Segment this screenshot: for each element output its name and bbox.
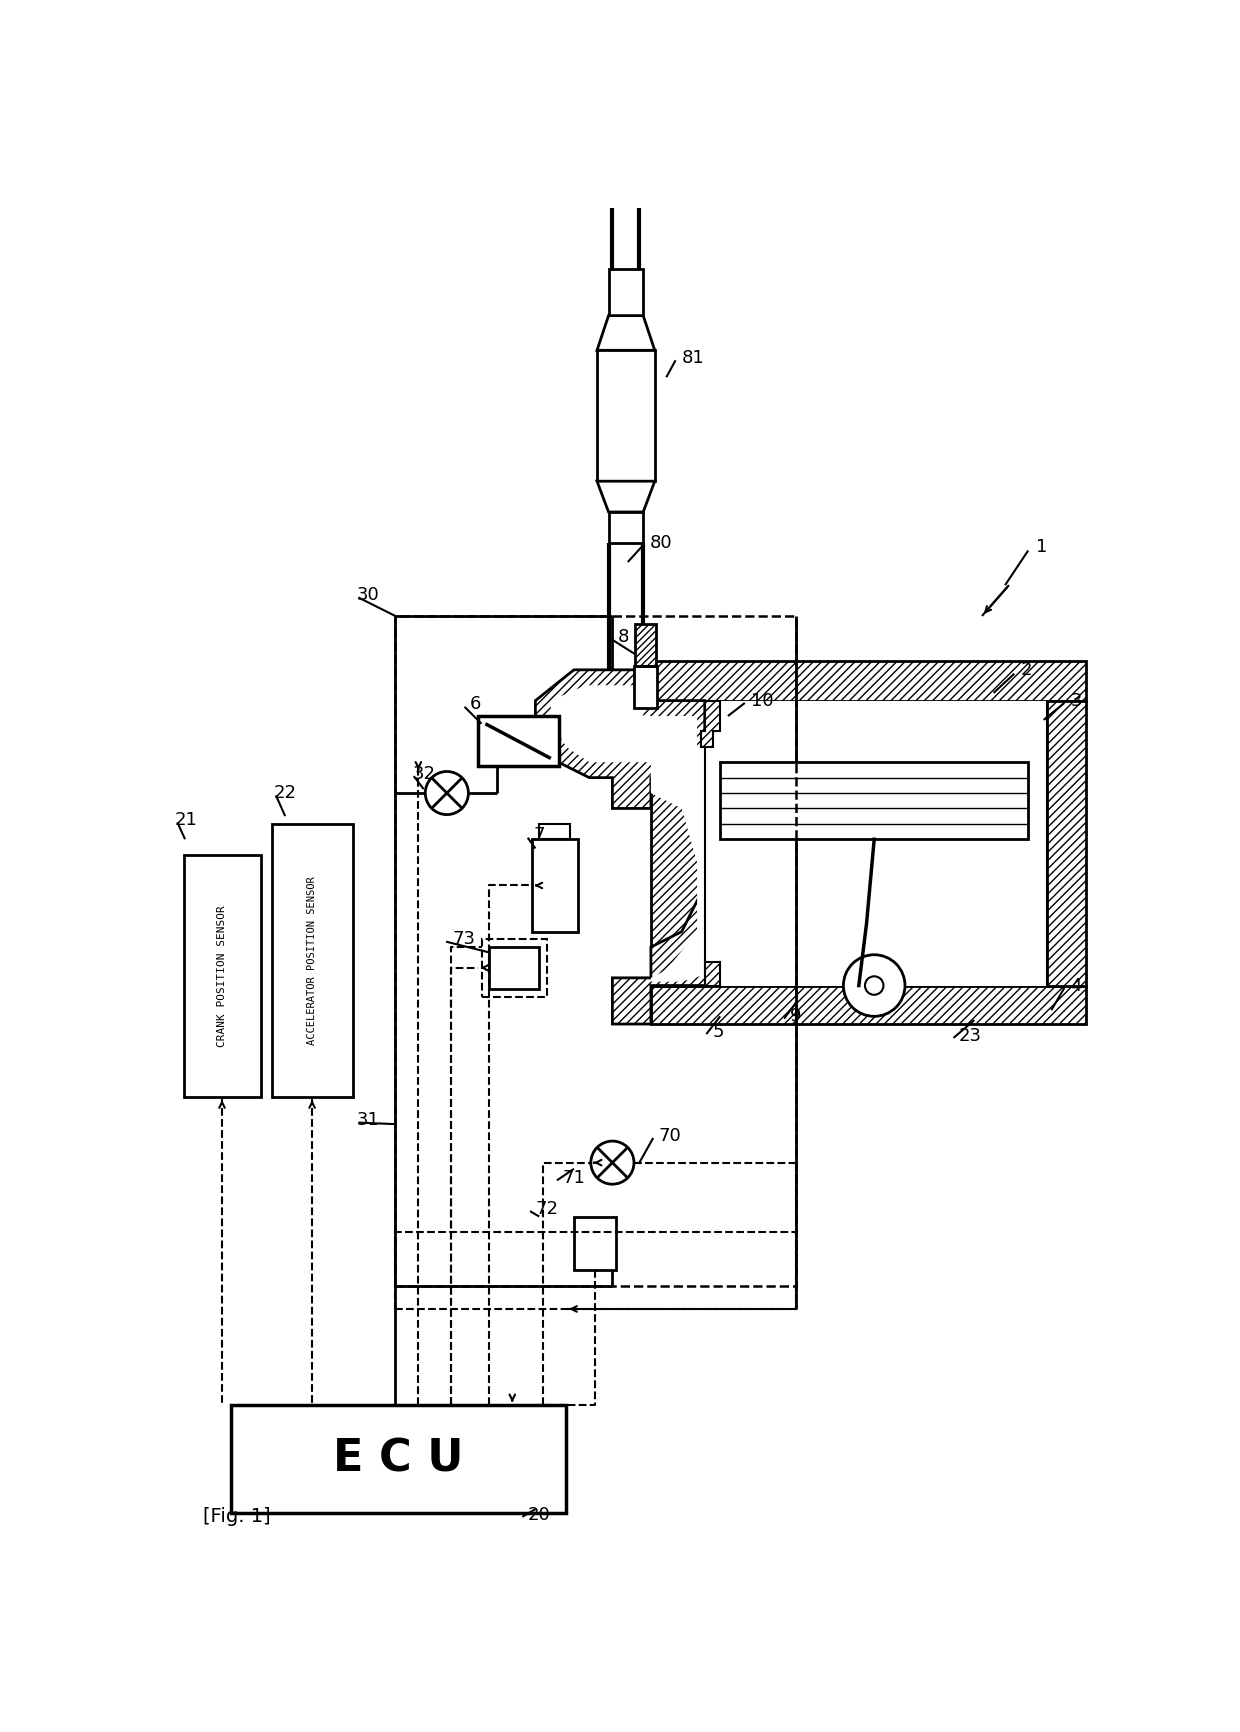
Polygon shape	[704, 701, 1048, 986]
Text: 23: 23	[959, 1027, 982, 1044]
Circle shape	[590, 1141, 634, 1185]
Text: 3: 3	[1070, 691, 1083, 710]
Text: 20: 20	[528, 1507, 551, 1524]
Bar	[634, 667, 657, 708]
Polygon shape	[609, 270, 644, 315]
Text: 7: 7	[534, 826, 546, 845]
Bar	[272, 824, 353, 1096]
Text: 21: 21	[175, 811, 198, 830]
Text: 10: 10	[751, 691, 774, 710]
Text: 1: 1	[1035, 537, 1048, 556]
Polygon shape	[651, 701, 704, 986]
Bar	[184, 854, 260, 1096]
Bar	[532, 840, 578, 932]
Bar	[490, 947, 539, 989]
Text: 72: 72	[536, 1200, 558, 1218]
Text: [Fig. 1]: [Fig. 1]	[203, 1507, 270, 1526]
Polygon shape	[596, 350, 655, 481]
Circle shape	[425, 771, 469, 814]
Polygon shape	[1048, 701, 1086, 986]
Polygon shape	[651, 986, 1086, 1024]
Circle shape	[843, 954, 905, 1017]
Text: 30: 30	[357, 585, 379, 604]
Text: ACCELERATOR POSITION SENSOR: ACCELERATOR POSITION SENSOR	[308, 876, 317, 1044]
Polygon shape	[536, 670, 821, 1024]
Text: 2: 2	[1021, 662, 1032, 679]
Text: 9: 9	[790, 1008, 801, 1025]
Text: 31: 31	[357, 1112, 379, 1129]
Bar	[481, 939, 547, 998]
Polygon shape	[651, 660, 1086, 701]
Text: 80: 80	[650, 533, 672, 553]
Bar	[539, 824, 570, 840]
Bar	[231, 1405, 567, 1514]
Bar	[396, 1231, 796, 1309]
Polygon shape	[704, 963, 720, 986]
Text: 32: 32	[412, 766, 435, 783]
Text: 8: 8	[618, 629, 629, 646]
Bar	[477, 715, 558, 766]
Polygon shape	[701, 701, 720, 746]
Circle shape	[866, 977, 883, 994]
Bar	[574, 1216, 616, 1271]
Polygon shape	[596, 315, 655, 350]
Text: 22: 22	[274, 785, 296, 802]
Text: 4: 4	[1070, 977, 1083, 994]
Bar	[396, 617, 796, 1285]
Text: 73: 73	[453, 930, 475, 949]
Text: CRANK POSITION SENSOR: CRANK POSITION SENSOR	[217, 906, 227, 1046]
Text: 5: 5	[713, 1022, 724, 1041]
Polygon shape	[551, 686, 797, 982]
Text: E C U: E C U	[334, 1438, 464, 1481]
Bar	[635, 624, 656, 667]
Text: 81: 81	[682, 348, 704, 367]
Text: 70: 70	[658, 1128, 681, 1145]
Polygon shape	[609, 513, 644, 542]
Polygon shape	[596, 481, 655, 513]
Bar	[720, 762, 1028, 840]
Text: 71: 71	[563, 1169, 585, 1186]
Text: 6: 6	[470, 696, 481, 714]
